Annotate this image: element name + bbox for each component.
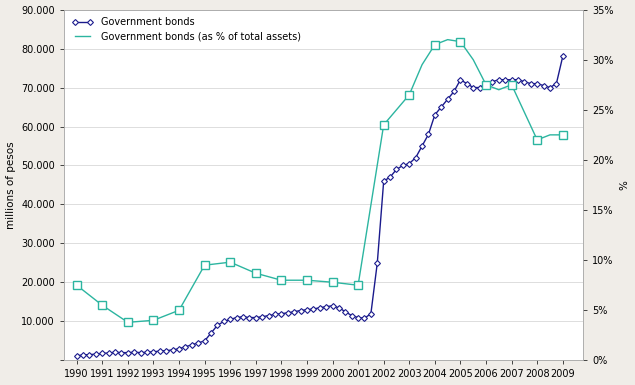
Government bonds [169, 348, 177, 352]
Government bonds [284, 311, 291, 315]
Government bonds [342, 310, 349, 314]
Government bonds (as % of total assets) [201, 263, 208, 268]
Government bonds (as % of total assets) [495, 87, 503, 92]
Government bonds (as % of total assets) [175, 308, 183, 313]
Government bonds (as % of total assets) [277, 278, 285, 283]
Government bonds (as % of total assets) [98, 303, 106, 308]
Government bonds (as % of total assets) [150, 318, 157, 323]
Government bonds (as % of total assets) [354, 283, 362, 288]
Government bonds (as % of total assets) [546, 132, 554, 137]
Government bonds (as % of total assets) [431, 42, 439, 47]
Government bonds [73, 353, 81, 358]
Government bonds [271, 312, 279, 317]
Government bonds (as % of total assets) [226, 260, 234, 264]
Government bonds (as % of total assets) [329, 280, 337, 285]
Government bonds (as % of total assets) [469, 57, 477, 62]
Government bonds (as % of total assets) [559, 132, 566, 137]
Government bonds (as % of total assets) [508, 82, 516, 87]
Government bonds (as % of total assets) [482, 82, 490, 87]
Government bonds (as % of total assets) [406, 92, 413, 97]
Government bonds (as % of total assets) [252, 271, 260, 276]
Y-axis label: %: % [620, 180, 629, 190]
Y-axis label: millions of pesos: millions of pesos [6, 141, 15, 229]
Government bonds [233, 315, 241, 320]
Government bonds [239, 315, 247, 319]
Legend: Government bonds, Government bonds (as % of total assets): Government bonds, Government bonds (as %… [69, 14, 304, 44]
Government bonds (as % of total assets) [392, 107, 400, 112]
Government bonds (as % of total assets) [444, 37, 451, 42]
Government bonds (as % of total assets) [73, 283, 81, 288]
Government bonds [559, 54, 566, 59]
Government bonds (as % of total assets) [418, 62, 426, 67]
Government bonds (as % of total assets) [533, 137, 541, 142]
Line: Government bonds: Government bonds [74, 54, 565, 358]
Line: Government bonds (as % of total assets): Government bonds (as % of total assets) [77, 40, 563, 322]
Government bonds (as % of total assets) [457, 39, 464, 44]
Government bonds (as % of total assets) [124, 320, 131, 325]
Government bonds (as % of total assets) [303, 278, 311, 283]
Government bonds (as % of total assets) [380, 122, 387, 127]
